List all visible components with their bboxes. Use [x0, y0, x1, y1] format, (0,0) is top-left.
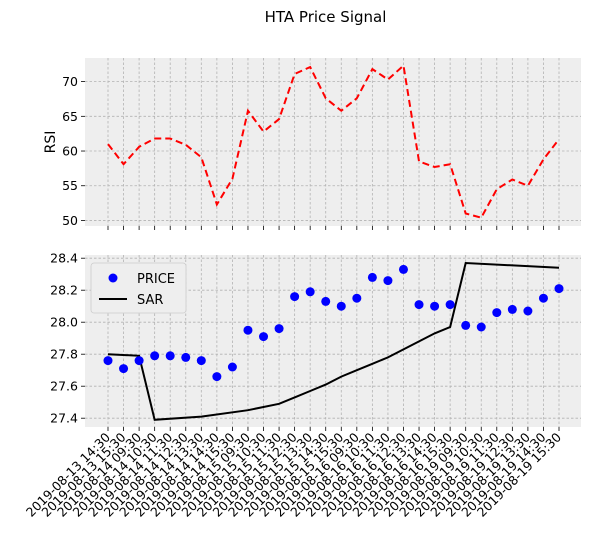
sar-line: [107, 261, 560, 421]
rsi-ytick-label: 60: [62, 144, 78, 159]
rsi-line: [107, 63, 560, 219]
price-point: [352, 293, 362, 303]
price-point: [398, 264, 408, 274]
price-point: [196, 356, 206, 366]
price-point: [227, 362, 237, 372]
price-sar-panel: 27.427.627.828.028.228.4 2019-08-13 14:3…: [23, 251, 581, 520]
price-point: [305, 287, 315, 297]
price-point: [445, 300, 455, 310]
price-point: [554, 284, 564, 294]
legend-price-label: PRICE: [137, 272, 175, 287]
price-point: [212, 372, 222, 382]
rsi-ytick-label: 50: [62, 213, 78, 228]
legend-price-marker: [108, 273, 118, 283]
price-ytick-label: 27.6: [50, 379, 78, 394]
price-ytick-label: 28.4: [50, 251, 78, 266]
price-ytick-label: 28.0: [50, 315, 78, 330]
price-point: [336, 301, 346, 311]
price-point: [461, 320, 471, 330]
price-point: [523, 306, 533, 316]
price-point: [274, 324, 284, 334]
price-ytick-label: 27.4: [50, 411, 78, 426]
price-point: [243, 325, 253, 335]
price-point: [430, 301, 440, 311]
price-point: [103, 356, 113, 366]
price-point: [321, 296, 331, 306]
rsi-ytick-label: 65: [62, 109, 78, 124]
rsi-plot-area: [85, 58, 581, 226]
price-point: [150, 351, 160, 361]
price-point: [259, 332, 269, 342]
price-ytick-label: 28.2: [50, 283, 78, 298]
rsi-ytick-label: 55: [62, 178, 78, 193]
price-point: [165, 351, 175, 361]
price-point: [538, 293, 548, 303]
price-point: [507, 304, 517, 314]
price-point: [476, 322, 486, 332]
rsi-panel: 50 55 60 65 70 RSI: [43, 58, 581, 230]
figure-title: HTA Price Signal: [265, 8, 387, 26]
price-point: [290, 292, 300, 302]
price-point: [383, 276, 393, 286]
price-ytick-label: 27.8: [50, 347, 78, 362]
price-point: [181, 352, 191, 362]
legend-sar-label: SAR: [137, 293, 163, 308]
price-point: [134, 356, 144, 366]
rsi-ytick-label: 70: [62, 74, 78, 89]
legend: PRICE SAR: [90, 262, 187, 314]
price-point: [119, 364, 129, 374]
rsi-axis-label: RSI: [43, 131, 59, 154]
price-point: [492, 308, 502, 318]
price-point: [414, 300, 424, 310]
price-point: [367, 272, 377, 282]
